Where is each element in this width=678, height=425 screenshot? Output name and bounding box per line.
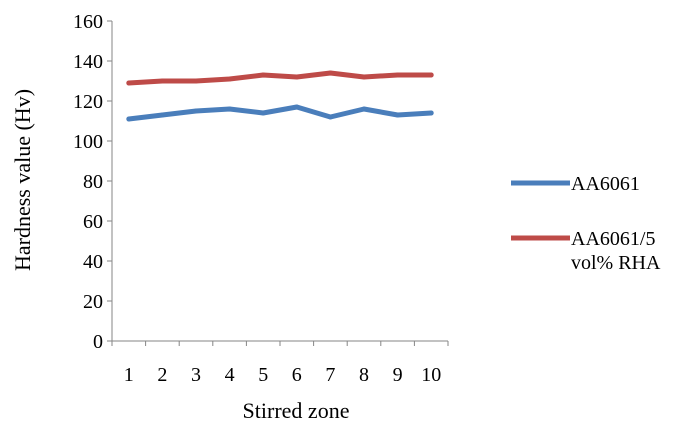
x-tick-label: 6 — [292, 364, 302, 386]
data-point — [294, 104, 300, 110]
data-point — [428, 72, 434, 78]
legend-label-2: AA6061/5 — [571, 228, 655, 250]
data-point — [361, 74, 367, 80]
x-tick-label: 8 — [359, 364, 369, 386]
series-line-1 — [126, 104, 434, 122]
data-point — [193, 78, 199, 84]
data-point — [361, 106, 367, 112]
series-layer — [126, 70, 434, 122]
data-point — [395, 72, 400, 78]
x-tick-label: 2 — [157, 364, 167, 386]
x-tick-label: 7 — [325, 364, 335, 386]
y-tick-label: 80 — [83, 171, 103, 193]
data-point — [260, 72, 266, 78]
x-tick-label: 4 — [225, 364, 235, 386]
data-point — [227, 76, 233, 82]
data-point — [193, 108, 199, 114]
y-tick-label: 20 — [83, 291, 103, 313]
data-point — [160, 78, 165, 84]
x-tick-label: 1 — [124, 364, 134, 386]
data-point — [328, 114, 333, 120]
data-point — [160, 112, 165, 118]
data-point — [227, 106, 233, 112]
data-point — [428, 110, 434, 116]
data-point — [294, 74, 300, 80]
y-axis-ticks: 0 20 40 60 80 100 120 140 160 — [73, 11, 112, 353]
y-tick-label: 100 — [73, 131, 103, 153]
y-tick-label: 60 — [83, 211, 103, 233]
x-tick-label: 3 — [191, 364, 201, 386]
y-tick-label: 160 — [73, 11, 103, 33]
y-tick-label: 0 — [93, 331, 103, 353]
data-point — [126, 116, 132, 122]
data-point — [260, 110, 266, 116]
x-tick-label: 5 — [258, 364, 268, 386]
y-tick-label: 40 — [83, 251, 103, 273]
x-axis-title: Stirred zone — [243, 398, 350, 423]
y-tick-label: 140 — [73, 51, 103, 73]
x-tick-label: 9 — [393, 364, 403, 386]
y-axis-title: Hardness value (Hv) — [10, 89, 35, 271]
legend-label-2: vol% RHA — [571, 252, 661, 274]
data-point — [328, 70, 333, 76]
data-point — [395, 112, 400, 118]
data-point — [126, 80, 132, 86]
x-axis-ticks: 1 2 3 4 5 6 7 8 9 10 — [111, 341, 449, 386]
x-tick-label: 10 — [421, 364, 441, 386]
series-line-2 — [126, 70, 434, 86]
legend-label-1: AA6061 — [571, 173, 640, 195]
y-tick-label: 120 — [73, 91, 103, 113]
